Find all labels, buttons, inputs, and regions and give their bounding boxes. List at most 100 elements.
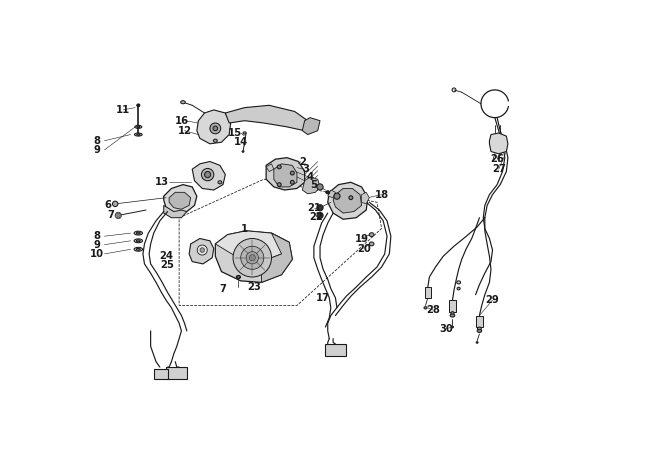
Ellipse shape [243, 132, 246, 134]
Ellipse shape [242, 151, 244, 152]
Polygon shape [424, 287, 431, 298]
Polygon shape [266, 164, 274, 172]
Text: 24: 24 [159, 251, 173, 261]
Polygon shape [328, 190, 335, 197]
Polygon shape [164, 205, 187, 218]
Text: 26: 26 [490, 154, 504, 164]
Ellipse shape [237, 276, 240, 279]
Polygon shape [197, 110, 231, 144]
Polygon shape [328, 183, 368, 219]
Text: 13: 13 [155, 178, 168, 188]
Circle shape [112, 201, 118, 207]
Ellipse shape [450, 314, 455, 317]
Ellipse shape [424, 306, 427, 309]
Polygon shape [166, 367, 187, 380]
Text: 21: 21 [307, 202, 321, 213]
Circle shape [202, 168, 214, 181]
Text: 29: 29 [486, 295, 499, 305]
Text: 5: 5 [311, 180, 317, 190]
Polygon shape [261, 233, 292, 282]
Polygon shape [489, 133, 508, 154]
Text: 20: 20 [357, 243, 370, 253]
Ellipse shape [457, 281, 461, 284]
Text: 27: 27 [492, 164, 506, 174]
Ellipse shape [457, 287, 460, 290]
Circle shape [249, 255, 255, 261]
Ellipse shape [136, 134, 140, 135]
Text: 8: 8 [93, 136, 100, 146]
Circle shape [317, 205, 323, 211]
Circle shape [210, 123, 221, 134]
Polygon shape [302, 177, 320, 194]
Ellipse shape [134, 231, 142, 235]
Ellipse shape [136, 232, 140, 234]
Circle shape [237, 276, 240, 279]
Text: 28: 28 [426, 305, 440, 315]
Text: 10: 10 [90, 249, 104, 259]
Ellipse shape [134, 247, 142, 251]
Text: 7: 7 [107, 210, 114, 220]
Polygon shape [226, 105, 307, 131]
Polygon shape [215, 231, 292, 282]
Polygon shape [192, 162, 226, 190]
Polygon shape [326, 344, 346, 356]
Circle shape [278, 165, 281, 169]
Circle shape [334, 193, 340, 199]
Circle shape [197, 245, 207, 255]
Text: 3: 3 [303, 164, 309, 174]
Polygon shape [333, 188, 361, 213]
Ellipse shape [369, 242, 374, 246]
Circle shape [246, 252, 259, 264]
Circle shape [278, 183, 281, 187]
Circle shape [205, 172, 211, 178]
Text: 7: 7 [220, 284, 226, 294]
Text: 1: 1 [241, 223, 248, 233]
Text: 9: 9 [94, 240, 100, 250]
Polygon shape [266, 158, 305, 190]
Ellipse shape [135, 133, 142, 136]
Text: 11: 11 [116, 105, 130, 115]
Ellipse shape [477, 329, 482, 332]
Circle shape [200, 248, 205, 252]
Ellipse shape [181, 101, 185, 104]
Ellipse shape [136, 248, 140, 250]
Ellipse shape [451, 311, 454, 315]
Text: 8: 8 [93, 231, 100, 241]
Ellipse shape [134, 239, 142, 243]
Text: 22: 22 [309, 212, 323, 222]
Polygon shape [449, 300, 456, 311]
Ellipse shape [136, 126, 140, 128]
Polygon shape [215, 231, 289, 262]
Text: 6: 6 [104, 200, 111, 210]
Polygon shape [274, 164, 297, 187]
Text: 9: 9 [94, 145, 100, 155]
Text: 23: 23 [247, 282, 261, 292]
Circle shape [233, 238, 272, 277]
Ellipse shape [213, 139, 217, 142]
Polygon shape [153, 370, 168, 380]
Circle shape [349, 196, 353, 200]
Ellipse shape [136, 104, 140, 107]
Circle shape [317, 212, 323, 218]
Circle shape [213, 126, 218, 131]
Ellipse shape [326, 191, 330, 194]
Ellipse shape [478, 327, 482, 330]
Polygon shape [164, 185, 197, 213]
Ellipse shape [476, 342, 478, 343]
Text: 12: 12 [177, 126, 192, 136]
Text: 15: 15 [228, 128, 242, 138]
Text: 16: 16 [174, 116, 188, 126]
Text: 18: 18 [374, 190, 389, 200]
Text: 25: 25 [161, 261, 174, 271]
Ellipse shape [136, 240, 140, 242]
Circle shape [291, 180, 294, 184]
Polygon shape [302, 118, 320, 134]
Ellipse shape [369, 233, 374, 237]
Text: 4: 4 [306, 172, 313, 182]
Circle shape [291, 171, 294, 175]
Polygon shape [169, 192, 190, 209]
Ellipse shape [218, 181, 222, 184]
Text: 19: 19 [355, 233, 369, 243]
Circle shape [240, 246, 264, 269]
Text: 14: 14 [233, 137, 248, 147]
